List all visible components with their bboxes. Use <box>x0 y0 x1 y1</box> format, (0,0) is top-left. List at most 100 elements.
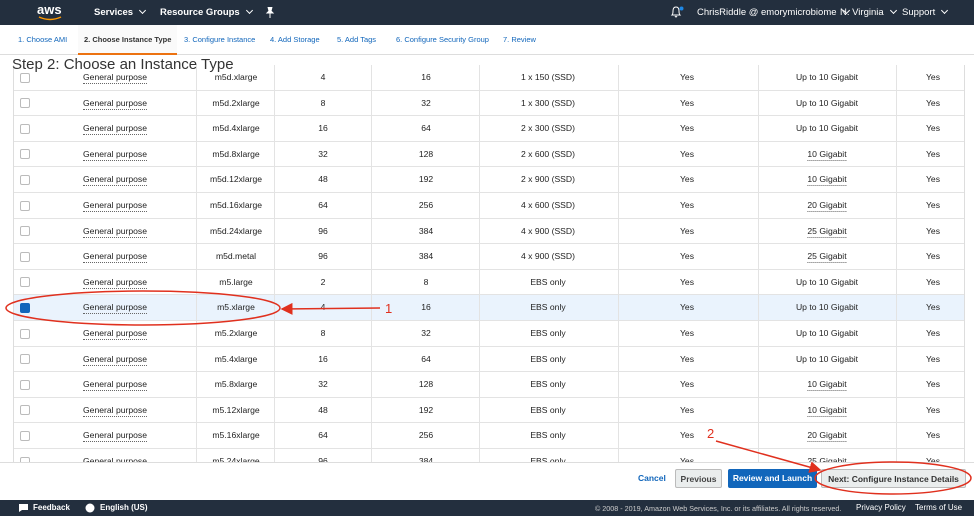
row-checkbox[interactable] <box>20 226 30 237</box>
wizard-tab[interactable]: 5. Add Tags <box>337 35 377 44</box>
table-cell: Up to 10 Gigabit <box>796 116 858 142</box>
cell-text: EBS only <box>530 302 566 313</box>
row-checkbox[interactable] <box>20 328 30 339</box>
cell-text: General purpose <box>82 302 148 315</box>
cell-text: EBS only <box>530 379 566 390</box>
table-row[interactable]: General purpose m5.24xlarge 96 384 EBS only Y… <box>14 449 964 462</box>
annotation-label: 1 <box>385 301 392 316</box>
table-cell: Yes <box>680 295 694 321</box>
wizard-tab[interactable]: 7. Review <box>503 35 536 44</box>
row-checkbox[interactable] <box>20 149 30 160</box>
row-checkbox[interactable] <box>20 456 30 462</box>
table-row[interactable]: General purpose m5d.24xlarge 96 384 4 x 900 … <box>14 219 964 245</box>
wizard-tab[interactable]: 1. Choose AMI <box>18 35 68 44</box>
row-checkbox[interactable] <box>20 379 30 390</box>
cell-text: 4 x 600 (SSD) <box>521 200 575 210</box>
table-row[interactable]: General purpose m5d.2xlarge 8 32 1 x 300 (SS… <box>14 91 964 117</box>
table-cell: m5d.8xlarge <box>212 142 259 168</box>
table-cell: 256 <box>419 423 433 449</box>
table-row[interactable]: General purpose m5.2xlarge 8 32 EBS only Yes U… <box>14 321 964 347</box>
table-cell: 32 <box>318 142 328 168</box>
next-button[interactable]: Next: Configure Instance Details <box>821 469 966 488</box>
row-checkbox[interactable] <box>20 302 30 313</box>
support-menu[interactable]: Support <box>902 7 947 18</box>
region-menu[interactable]: N. Virginia <box>840 7 896 18</box>
cell-text: 2 x 300 (SSD) <box>521 123 575 134</box>
cell-text: General purpose <box>82 97 148 110</box>
table-cell: Yes <box>926 372 940 398</box>
table-cell: Yes <box>680 244 694 270</box>
table-row[interactable]: General purpose m5d.metal 96 384 4 x 900 (SS… <box>14 244 964 270</box>
feedback-link[interactable]: Feedback <box>33 503 70 512</box>
row-checkbox[interactable] <box>20 277 30 288</box>
cell-text: EBS only <box>530 430 566 441</box>
table-row[interactable]: General purpose m5.8xlarge 32 128 EBS only Ye… <box>14 372 964 398</box>
table-row[interactable]: General purpose m5d.12xlarge 48 192 2 x 900 … <box>14 167 964 193</box>
terms-link[interactable]: Terms of Use <box>915 503 963 512</box>
wizard-tab[interactable]: 3. Configure Instance <box>184 35 256 44</box>
user-menu[interactable]: ChrisRiddle @ emorymicrobiome <box>697 7 849 18</box>
bell-icon[interactable] <box>670 6 684 19</box>
cell-text: 10 Gigabit <box>807 174 847 187</box>
row-checkbox[interactable] <box>20 200 30 211</box>
wizard-tab[interactable]: 2. Choose Instance Type <box>78 25 178 55</box>
row-checkbox[interactable] <box>20 72 30 83</box>
language-menu[interactable]: English (US) <box>100 503 148 512</box>
table-cell: Up to 10 Gigabit <box>796 91 858 117</box>
previous-button[interactable]: Previous <box>675 469 722 488</box>
services-menu[interactable]: Services <box>94 7 145 18</box>
table-row[interactable]: General purpose m5d.16xlarge 64 256 4 x 600 … <box>14 193 964 219</box>
table-cell: General purpose <box>82 321 148 347</box>
table-cell: General purpose <box>82 116 148 142</box>
cell-text: 96 <box>318 456 328 462</box>
row-checkbox[interactable] <box>20 98 30 109</box>
table-cell: General purpose <box>82 65 148 91</box>
row-checkbox[interactable] <box>20 405 30 416</box>
table-cell: m5.24xlarge <box>212 449 259 462</box>
row-checkbox[interactable] <box>20 354 30 365</box>
table-row[interactable]: General purpose m5.large 2 8 EBS only Yes Up t… <box>14 270 964 296</box>
table-cell: EBS only <box>530 449 565 462</box>
cell-text: 8 <box>320 97 326 108</box>
cell-text: General purpose <box>82 328 148 340</box>
cell-text: 25 Gigabit <box>807 455 846 462</box>
cell-text: m5d.12xlarge <box>209 174 263 185</box>
wizard-tab[interactable]: 6. Configure Security Group <box>396 35 489 44</box>
cell-text: Up to 10 Gigabit <box>795 328 859 338</box>
table-cell: 32 <box>421 91 431 117</box>
table-cell: Yes <box>926 91 940 117</box>
table-cell: General purpose <box>82 91 148 117</box>
cell-text: Yes <box>925 72 941 82</box>
cancel-link[interactable]: Cancel <box>638 473 666 483</box>
table-cell: Yes <box>680 321 694 347</box>
table-cell: 32 <box>318 372 328 398</box>
table-cell: Yes <box>680 193 694 219</box>
cell-text: 64 <box>421 123 431 134</box>
table-row[interactable]: General purpose m5.xlarge 4 16 EBS only Yes Up… <box>14 295 964 321</box>
cell-text: 256 <box>418 430 434 441</box>
table-row[interactable]: General purpose m5d.xlarge 4 16 1 x 150 (SSD… <box>14 65 964 91</box>
resource-groups-menu[interactable]: Resource Groups <box>160 7 252 18</box>
row-checkbox[interactable] <box>20 123 30 134</box>
wizard-tab[interactable]: 4. Add Storage <box>270 35 320 44</box>
table-cell: General purpose <box>82 347 148 373</box>
row-checkbox[interactable] <box>20 430 30 441</box>
pin-icon[interactable] <box>265 7 275 18</box>
review-launch-button[interactable]: Review and Launch <box>728 469 817 488</box>
row-checkbox[interactable] <box>20 174 30 185</box>
cell-text: 2 x 900 (SSD) <box>521 174 575 185</box>
table-row[interactable]: General purpose m5d.4xlarge 16 64 2 x 300 (S… <box>14 116 964 142</box>
aws-logo[interactable]: aws <box>37 2 62 17</box>
privacy-link[interactable]: Privacy Policy <box>856 503 906 512</box>
cell-text: Yes <box>679 174 695 185</box>
table-row[interactable]: General purpose m5.16xlarge 64 256 EBS only Y… <box>14 423 964 449</box>
table-row[interactable]: General purpose m5.4xlarge 16 64 EBS only Yes… <box>14 347 964 373</box>
table-row[interactable]: General purpose m5.12xlarge 48 192 EBS only Y… <box>14 398 964 424</box>
cell-text: 128 <box>418 148 434 159</box>
cell-text: m5.xlarge <box>217 302 255 313</box>
table-cell: General purpose <box>82 270 148 296</box>
annotation-arrow <box>280 302 381 315</box>
row-checkbox[interactable] <box>20 251 30 262</box>
cell-text: 25 Gigabit <box>807 225 847 238</box>
table-row[interactable]: General purpose m5d.8xlarge 32 128 2 x 600 (… <box>14 142 964 168</box>
